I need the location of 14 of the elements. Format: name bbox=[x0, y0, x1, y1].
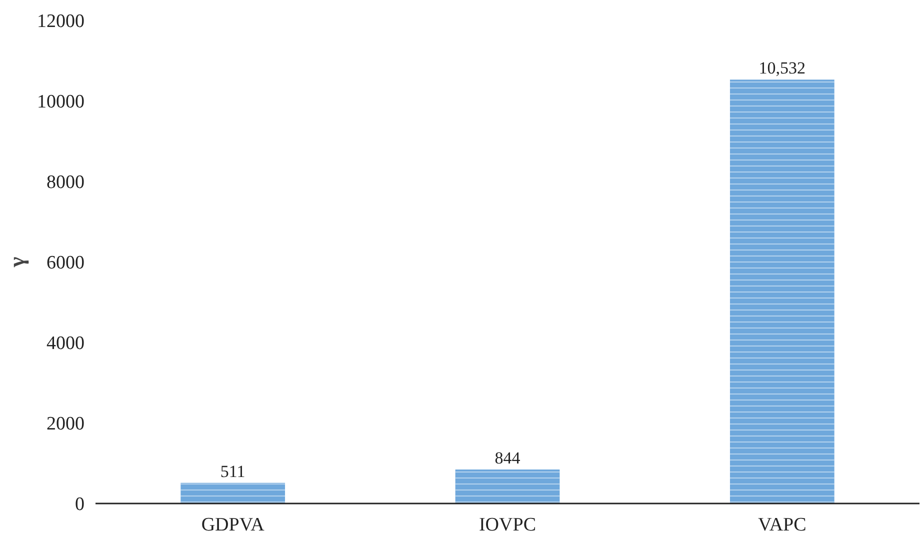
data-label: 10,532 bbox=[758, 58, 806, 78]
data-label: 511 bbox=[220, 462, 246, 481]
x-tick-label: GDPVA bbox=[201, 514, 265, 536]
y-tick-label: 2000 bbox=[46, 414, 84, 434]
y-tick-label: 6000 bbox=[46, 252, 84, 274]
data-label: 844 bbox=[494, 448, 521, 468]
y-tick-label: 0 bbox=[75, 494, 84, 515]
y-tick-label: 4000 bbox=[46, 333, 84, 354]
y-axis-title: γ bbox=[4, 256, 29, 268]
y-tick-label: 10000 bbox=[37, 92, 84, 112]
x-tick-label: IOVPC bbox=[478, 514, 536, 536]
x-tick-label: VAPC bbox=[758, 514, 806, 536]
y-tick-label: 12000 bbox=[37, 11, 84, 32]
y-tick-label: 8000 bbox=[46, 172, 84, 193]
